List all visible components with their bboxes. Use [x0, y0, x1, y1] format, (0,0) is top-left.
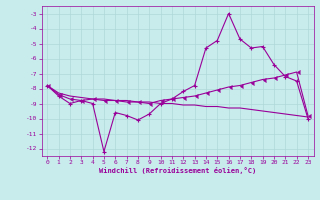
X-axis label: Windchill (Refroidissement éolien,°C): Windchill (Refroidissement éolien,°C): [99, 167, 256, 174]
